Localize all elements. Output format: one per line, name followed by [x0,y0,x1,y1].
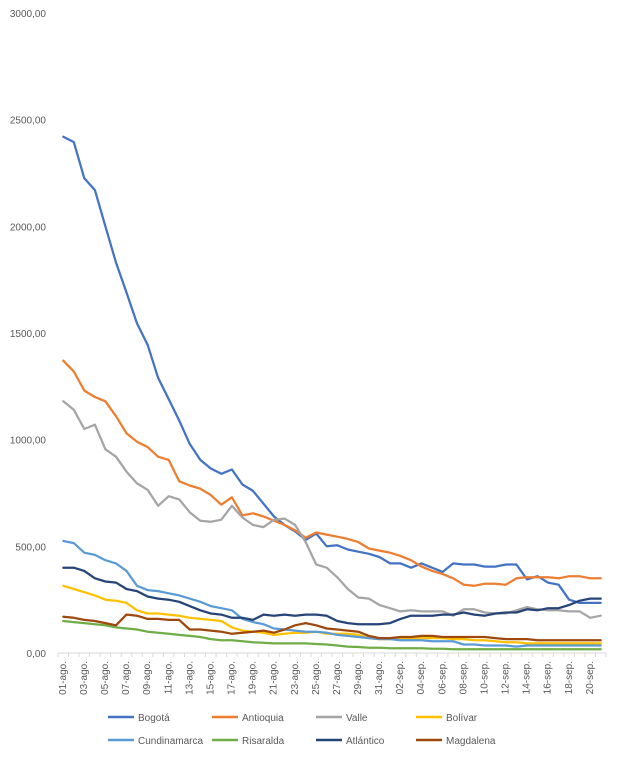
legend: Bogotá Antioquia Valle Bolívar Cundinamarca R… [108,713,496,747]
legend-item: Atlántico [316,736,385,747]
legend-item: Valle [316,713,368,724]
y-tick-label: 2500,00 [10,116,47,127]
legend-item: Cundinamarca [108,736,203,747]
x-tick-label: 07-ago. [121,661,132,695]
x-tick-label: 01-ago. [58,661,69,695]
x-tick-label: 10-sep. [479,661,490,694]
series-line-7 [62,566,602,626]
x-tick-label: 04-sep. [416,661,427,694]
y-tick-label: 1500,00 [10,329,47,340]
x-tick-label: 25-ago. [311,661,322,695]
legend-item: Bogotá [108,713,170,724]
series-line-5 [62,539,602,648]
y-tick-label: 500,00 [15,542,46,553]
x-tick-label: 19-ago. [248,661,259,695]
x-tick-label: 11-ago. [163,661,174,694]
x-tick-label: 06-sep. [437,661,448,694]
series-line-2 [62,359,602,587]
x-tick-label: 15-ago. [205,661,216,695]
x-tick-label: 27-ago. [332,661,343,695]
x-tick-label: 16-sep. [543,661,554,694]
legend-item: Risaralda [212,736,285,747]
x-tick-label: 05-ago. [100,661,111,695]
x-tick-label: 20-sep. [585,661,596,694]
x-tick-label: 09-ago. [142,661,153,695]
y-tick-label: 2000,00 [10,222,47,233]
legend-label: Risaralda [242,736,285,747]
x-axis: 01-ago. 03-ago. 05-ago. 07-ago. 09-ago. 11-ag… [57,653,607,695]
series-line-1 [62,135,602,605]
legend-label: Cundinamarca [138,736,203,747]
x-tick-label: 23-ago. [290,661,301,695]
legend-label: Valle [346,713,368,724]
y-tick-label: 3000,00 [10,9,47,20]
x-tick-label: 03-ago. [79,661,90,695]
x-tick-label: 21-ago. [269,661,280,695]
x-tick-label: 31-ago. [374,661,385,695]
series-line-8 [62,613,602,642]
y-axis: 0,00 500,00 1000,00 1500,00 2000,00 2500,00 30… [10,9,47,660]
legend-label: Bolívar [446,713,478,724]
y-tick-label: 1000,00 [10,436,47,447]
x-tick-label: 02-sep. [395,661,406,694]
series-lines [62,135,602,651]
legend-label: Bogotá [138,713,170,724]
legend-label: Atlántico [346,736,385,747]
legend-item: Magdalena [416,736,496,747]
series-line-6 [62,619,602,651]
series-line-3 [62,400,602,619]
x-tick-label: 08-sep. [458,661,469,694]
x-tick-label: 18-sep. [564,661,575,694]
legend-item: Bolívar [416,713,478,724]
x-tick-label: 17-ago. [227,661,238,695]
x-tick-label: 13-ago. [184,661,195,695]
x-tick-label: 29-ago. [353,661,364,695]
x-tick-label: 14-sep. [522,661,533,694]
legend-item: Antioquia [212,713,284,724]
y-tick-label: 0,00 [27,649,47,660]
legend-label: Magdalena [446,736,496,747]
legend-label: Antioquia [242,713,284,724]
x-tick-label: 12-sep. [501,661,512,694]
